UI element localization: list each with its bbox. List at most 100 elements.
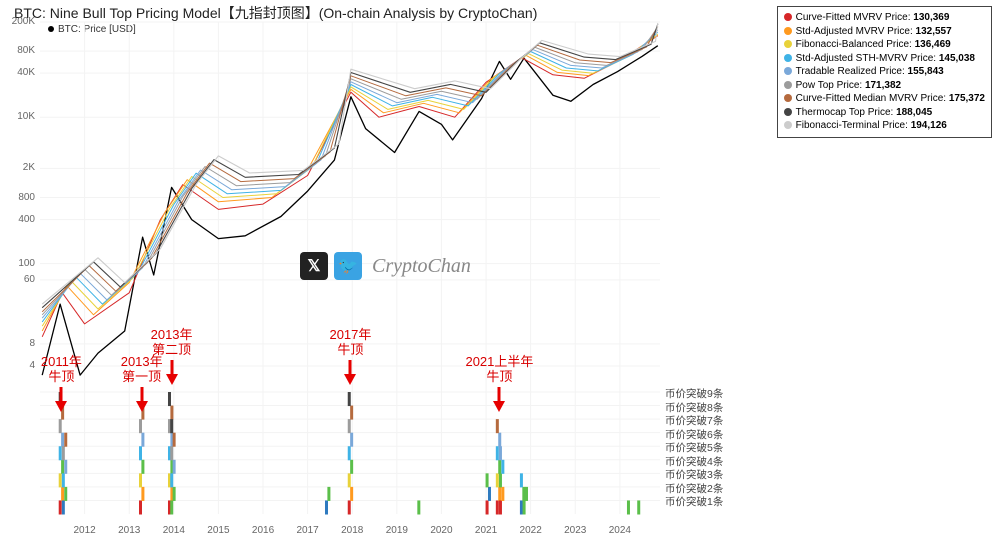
x-tick-label: 2012 — [73, 525, 95, 536]
peak-annotation: 2011年牛顶 — [41, 355, 82, 385]
y-tick-label: 2K — [5, 162, 35, 173]
x-tick-label: 2020 — [430, 525, 452, 536]
legend-row: Thermocap Top Price: 188,045 — [784, 106, 985, 120]
spike-bar — [499, 500, 502, 514]
legend-swatch-icon — [784, 27, 792, 35]
spike-bar — [139, 473, 142, 487]
legend-swatch-icon — [784, 81, 792, 89]
spike-bar — [173, 487, 176, 501]
legend-row: Curve-Fitted Median MVRV Price: 175,372 — [784, 92, 985, 106]
x-tick-label: 2018 — [341, 525, 363, 536]
spike-bar — [637, 500, 640, 514]
spike-bar — [59, 500, 62, 514]
y-tick-label: 40K — [5, 67, 35, 78]
x-tick-label: 2013 — [118, 525, 140, 536]
x-tick-label: 2024 — [609, 525, 631, 536]
peak-annotation: 2021上半年牛顶 — [465, 355, 533, 385]
spike-bar — [173, 433, 176, 447]
spike-bar — [496, 446, 499, 460]
spike-bar — [498, 487, 501, 501]
peak-annotation: 2013年第一顶 — [121, 355, 163, 385]
legend-swatch-icon — [784, 94, 792, 102]
spike-bar — [170, 446, 173, 460]
spike-bar — [61, 460, 64, 474]
spike-bar — [62, 500, 65, 514]
spike-bar — [348, 473, 351, 487]
legend-swatch-icon — [784, 40, 792, 48]
spike-bar — [168, 392, 171, 406]
x-tick-label: 2019 — [386, 525, 408, 536]
legend-swatch-icon — [784, 54, 792, 62]
x-tick-label: 2021 — [475, 525, 497, 536]
x-logo-icon: 𝕏 — [300, 252, 328, 280]
spike-bar — [325, 500, 328, 514]
y-tick-label: 10K — [5, 111, 35, 122]
x-tick-label: 2016 — [252, 525, 274, 536]
spike-bar — [141, 487, 144, 501]
legend-swatch-icon — [784, 121, 792, 129]
spike-bar — [170, 406, 173, 420]
watermark-text: CryptoChan — [372, 255, 471, 278]
spike-bar — [501, 487, 504, 501]
spike-bar — [496, 500, 499, 514]
x-tick-label: 2014 — [163, 525, 185, 536]
spike-bar — [173, 460, 176, 474]
down-arrow-icon — [343, 360, 357, 386]
down-arrow-icon — [492, 387, 506, 413]
spike-bar — [64, 487, 67, 501]
y-tick-label: 400 — [5, 214, 35, 225]
legend-swatch-icon — [784, 67, 792, 75]
y-tick-label: 80K — [5, 45, 35, 56]
spike-bar — [170, 473, 173, 487]
spike-bar — [348, 419, 351, 433]
legend-box: Curve-Fitted MVRV Price: 130,369Std-Adju… — [777, 6, 992, 138]
x-tick-label: 2023 — [564, 525, 586, 536]
spike-bar — [486, 500, 489, 514]
legend-swatch-icon — [784, 108, 792, 116]
spike-bar — [350, 406, 353, 420]
spike-bar — [350, 487, 353, 501]
twitter-bird-icon: 🐦 — [334, 252, 362, 280]
spike-bar — [417, 500, 420, 514]
spike-bar — [496, 419, 499, 433]
peak-annotation: 2017年牛顶 — [329, 328, 371, 358]
spike-bar — [61, 433, 64, 447]
spike-bar — [170, 500, 173, 514]
y-tick-label: 200K — [5, 16, 35, 27]
spike-bar — [522, 487, 525, 501]
y-tick-label: 60 — [5, 274, 35, 285]
spike-bar — [348, 392, 351, 406]
spike-bar — [61, 487, 64, 501]
spike-bar — [348, 500, 351, 514]
spike-bar — [139, 500, 142, 514]
spike-bar — [350, 433, 353, 447]
y-tick-label: 800 — [5, 192, 35, 203]
down-arrow-icon — [135, 387, 149, 413]
spike-bar — [350, 460, 353, 474]
x-tick-label: 2017 — [297, 525, 319, 536]
watermark: 𝕏 🐦 CryptoChan — [300, 252, 471, 280]
x-tick-label: 2015 — [207, 525, 229, 536]
spike-bar — [59, 446, 62, 460]
peak-annotation: 2013年第二顶 — [151, 328, 193, 358]
spike-bar — [62, 446, 65, 460]
spike-bar — [62, 473, 65, 487]
series-price — [42, 46, 658, 375]
spike-bar — [64, 433, 67, 447]
legend-row: Fibonacci-Balanced Price: 136,469 — [784, 38, 985, 52]
spike-bar — [525, 487, 528, 501]
y-tick-label: 8 — [5, 338, 35, 349]
spike-bar — [59, 419, 62, 433]
spike-bar — [139, 419, 142, 433]
spike-bar — [496, 473, 499, 487]
spike-bar — [499, 473, 502, 487]
breakthrough-label: 币价突破1条 — [665, 494, 723, 509]
spike-bar — [348, 446, 351, 460]
y-tick-label: 100 — [5, 258, 35, 269]
spike-bar — [170, 419, 173, 433]
spike-bar — [327, 487, 330, 501]
spike-bar — [501, 460, 504, 474]
spike-bar — [499, 446, 502, 460]
x-tick-label: 2022 — [520, 525, 542, 536]
spike-bar — [141, 433, 144, 447]
